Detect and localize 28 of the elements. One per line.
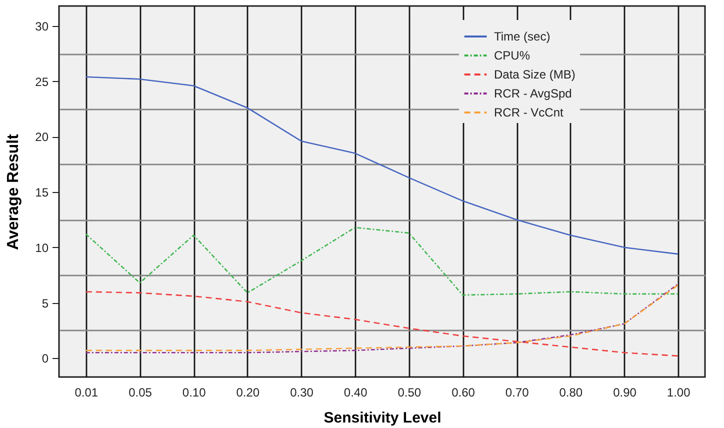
x-tick-label: 0.30 [290,386,314,400]
y-tick-label: 10 [35,240,49,255]
legend-label: CPU% [494,48,530,62]
y-tick-label: 0 [42,352,49,366]
x-tick-label: 0.40 [344,386,368,400]
y-tick-label: 30 [35,19,49,34]
x-tick-label: 0.20 [236,386,260,400]
x-tick-label: 0.80 [559,386,583,400]
x-tick-label: 0.01 [74,386,98,400]
y-axis-title: Average Result [5,133,22,250]
x-tick-label: 0.90 [613,386,637,400]
y-tick-label: 5 [42,296,49,310]
legend-label: RCR - VcCnt [494,106,564,120]
x-tick-label: 0.05 [128,386,152,400]
x-tick-label: 0.60 [452,386,476,400]
x-axis-title: Sensitivity Level [324,410,442,426]
x-tick-label: 0.70 [505,386,530,400]
legend-label: Data Size (MB) [494,68,576,82]
x-tick-label: 1.00 [666,386,691,400]
y-tick-label: 25 [35,74,49,89]
legend-label: RCR - AvgSpd [494,86,572,100]
x-tick-label: 0.10 [182,386,206,400]
line-series [85,226,679,296]
line-series [85,291,679,357]
y-tick-label: 20 [35,130,49,144]
legend-label: Time (sec) [494,30,550,44]
y-tick-label: 15 [35,186,49,200]
x-tick-label: 0.50 [398,386,422,400]
